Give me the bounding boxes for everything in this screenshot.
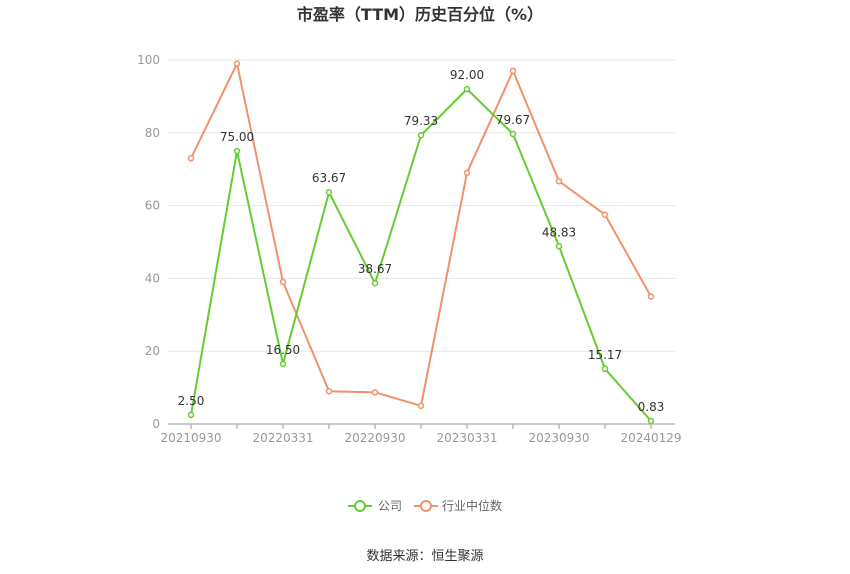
data-point[interactable] (509, 67, 517, 75)
data-label: 15.17 (588, 348, 622, 362)
data-label: 48.83 (542, 225, 576, 239)
series-layer (187, 60, 655, 425)
data-point[interactable] (463, 169, 471, 177)
legend-item[interactable]: 行业中位数 (414, 498, 502, 513)
legend[interactable]: 公司 行业中位数 (348, 498, 502, 513)
legend-marker (354, 500, 366, 512)
grid (168, 59, 675, 352)
y-axis: 0 20 40 60 80 100 (137, 53, 160, 431)
x-tick-label: 20230331 (436, 431, 497, 445)
x-tick-label: 20220930 (344, 431, 405, 445)
data-point[interactable] (279, 278, 287, 286)
data-point[interactable] (601, 365, 609, 373)
series-line (190, 88, 652, 422)
data-label: 2.50 (178, 394, 205, 408)
x-tick-label: 20240129 (620, 431, 681, 445)
x-tick-label: 20220331 (252, 431, 313, 445)
y-tick-label: 60 (145, 199, 160, 213)
data-point[interactable] (647, 417, 655, 425)
x-tick-label: 20210930 (160, 431, 221, 445)
y-tick-label: 20 (145, 344, 160, 358)
data-point[interactable] (325, 188, 333, 196)
data-point[interactable] (233, 60, 241, 67)
data-label: 79.67 (496, 113, 530, 127)
legend-label: 公司 (378, 499, 402, 513)
y-tick-label: 80 (145, 126, 160, 140)
data-labels: 2.50 75.00 16.50 63.67 38.67 79.33 92.00 79.67 4… (178, 68, 665, 414)
source-note: 数据来源：恒生聚源 (366, 549, 483, 564)
data-point[interactable] (371, 279, 379, 287)
data-point[interactable] (233, 147, 241, 155)
data-point[interactable] (463, 85, 471, 93)
data-point[interactable] (187, 411, 195, 419)
data-point[interactable] (187, 155, 195, 162)
data-point[interactable] (509, 130, 517, 138)
data-point[interactable] (647, 293, 655, 300)
x-tick-label: 20230930 (528, 431, 589, 445)
data-point[interactable] (417, 131, 425, 139)
data-label: 63.67 (312, 171, 346, 185)
y-tick-label: 100 (137, 53, 160, 67)
data-label: 0.83 (638, 400, 665, 414)
data-label: 92.00 (450, 68, 484, 82)
data-point[interactable] (601, 211, 609, 218)
data-point[interactable] (555, 243, 563, 250)
data-label: 38.67 (358, 262, 392, 276)
data-label: 79.33 (404, 114, 438, 128)
legend-label: 行业中位数 (442, 498, 502, 513)
data-point[interactable] (417, 402, 425, 410)
data-point[interactable] (279, 360, 287, 368)
data-point[interactable] (371, 389, 379, 396)
data-point[interactable] (325, 387, 333, 395)
y-tick-label: 0 (152, 417, 160, 431)
y-tick-label: 40 (145, 271, 160, 285)
data-label: 16.50 (266, 343, 300, 357)
x-axis: 20210930 20220331 20220930 20230331 20230930… (160, 423, 682, 445)
legend-item[interactable]: 公司 (348, 499, 402, 513)
legend-marker (420, 500, 432, 512)
chart-title: 市盈率（TTM）历史百分位（%） (297, 5, 543, 24)
data-point[interactable] (555, 177, 563, 185)
data-label: 75.00 (220, 130, 254, 144)
